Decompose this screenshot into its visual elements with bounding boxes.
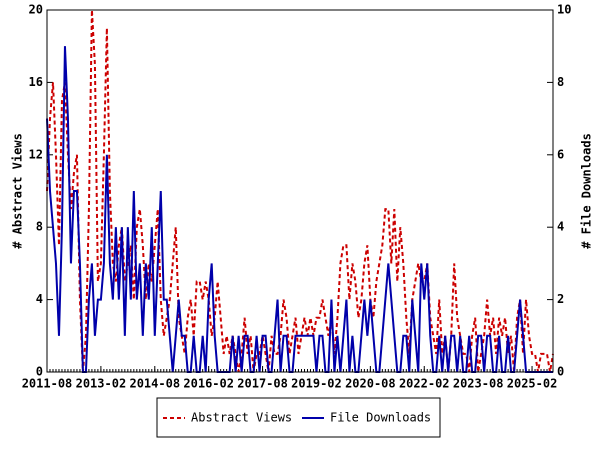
y-tick-label: 4 <box>36 292 43 306</box>
y2-tick-label: 2 <box>557 292 564 306</box>
x-tick-label: 2014-08 <box>129 377 180 391</box>
plot-frame <box>46 9 554 373</box>
y2-axis-label: # File Downloads <box>580 133 594 249</box>
legend-box <box>156 397 441 438</box>
y2-tick-label: 4 <box>557 220 564 234</box>
y-tick-label: 0 <box>36 365 43 379</box>
x-tick-label: 2017-08 <box>237 377 288 391</box>
x-tick-label: 2020-08 <box>345 377 396 391</box>
series-line <box>46 46 553 373</box>
x-tick-label: 2022-02 <box>399 377 450 391</box>
legend-label: Abstract Views <box>191 411 292 425</box>
y2-tick-label: 6 <box>557 147 564 161</box>
y-tick-label: 12 <box>29 147 43 161</box>
x-tick-label: 2016-02 <box>183 377 234 391</box>
y2-tick-label: 10 <box>557 3 571 17</box>
y-tick-label: 16 <box>29 75 43 89</box>
y-axis-label: # Abstract Views <box>11 133 25 249</box>
x-tick-label: 2013-02 <box>76 377 127 391</box>
y-tick-label: 8 <box>36 220 43 234</box>
y2-tick-label: 8 <box>557 75 564 89</box>
x-tick-label: 2025-02 <box>507 377 558 391</box>
legend: Abstract Views File Downloads <box>156 397 441 438</box>
y-tick-label: 20 <box>29 3 43 17</box>
legend-label: File Downloads <box>330 411 431 425</box>
x-tick-label: 2019-02 <box>291 377 342 391</box>
y2-tick-label: 0 <box>557 365 564 379</box>
x-tick-label: 2023-08 <box>453 377 504 391</box>
x-tick-label: 2011-08 <box>22 377 73 391</box>
